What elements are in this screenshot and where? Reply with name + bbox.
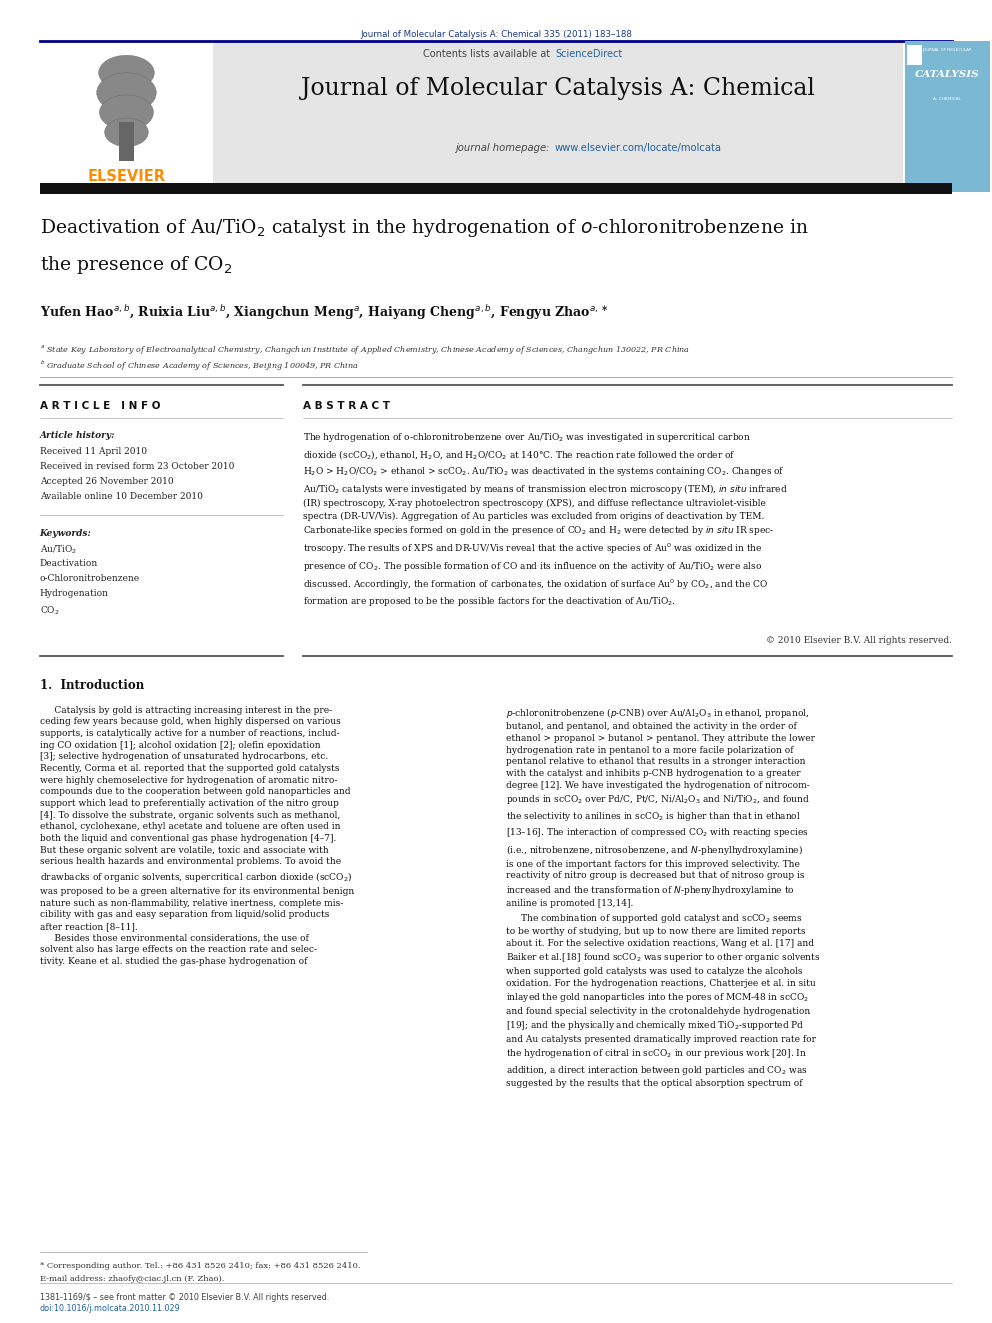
Text: E-mail address: zhaofy@ciac.jl.cn (F. Zhao).: E-mail address: zhaofy@ciac.jl.cn (F. Zh… — [40, 1275, 224, 1283]
Bar — [119, 122, 134, 161]
Text: journal homepage:: journal homepage: — [455, 143, 554, 153]
Text: Journal of Molecular Catalysis A: Chemical 335 (2011) 183–188: Journal of Molecular Catalysis A: Chemic… — [360, 29, 632, 38]
Text: Keywords:: Keywords: — [40, 529, 91, 537]
Text: CATALYSIS: CATALYSIS — [915, 70, 980, 79]
Bar — [905, 41, 990, 192]
Text: www.elsevier.com/locate/molcata: www.elsevier.com/locate/molcata — [556, 143, 722, 153]
Text: The hydrogenation of o-chloronitrobenzene over Au/TiO$_2$ was investigated in su: The hydrogenation of o-chloronitrobenzen… — [303, 431, 788, 609]
Text: Yufen Hao$^{a,b}$, Ruixia Liu$^{a,b}$, Xiangchun Meng$^{a}$, Haiyang Cheng$^{a,b: Yufen Hao$^{a,b}$, Ruixia Liu$^{a,b}$, X… — [40, 303, 609, 321]
Text: A R T I C L E   I N F O: A R T I C L E I N F O — [40, 401, 160, 411]
Ellipse shape — [99, 56, 155, 90]
Text: Deactivation: Deactivation — [40, 560, 98, 568]
Text: A: CHEMICAL: A: CHEMICAL — [933, 97, 961, 101]
Text: Au/TiO$_2$: Au/TiO$_2$ — [40, 544, 76, 556]
Text: CO$_2$: CO$_2$ — [40, 605, 60, 617]
Text: Received in revised form 23 October 2010: Received in revised form 23 October 2010 — [40, 462, 234, 471]
Bar — [213, 41, 903, 183]
Text: $p$-chloronitrobenzene ($p$-CNB) over Au/Al$_2$O$_3$ in ethanol, propanol,
butan: $p$-chloronitrobenzene ($p$-CNB) over Au… — [506, 706, 820, 1089]
Text: * Corresponding author. Tel.: +86 431 8526 2410; fax: +86 431 8526 2410.: * Corresponding author. Tel.: +86 431 85… — [40, 1262, 360, 1270]
Text: JOURNAL OF MOLECULAR: JOURNAL OF MOLECULAR — [923, 48, 972, 52]
Text: Deactivation of Au/TiO$_2$ catalyst in the hydrogenation of $\mathit{o}$-chloron: Deactivation of Au/TiO$_2$ catalyst in t… — [40, 217, 808, 239]
Ellipse shape — [96, 73, 157, 112]
Text: ELSEVIER: ELSEVIER — [87, 169, 166, 184]
Text: A B S T R A C T: A B S T R A C T — [303, 401, 390, 411]
Text: Contents lists available at: Contents lists available at — [423, 49, 554, 60]
Text: Received 11 April 2010: Received 11 April 2010 — [40, 447, 147, 455]
Text: doi:10.1016/j.molcata.2010.11.029: doi:10.1016/j.molcata.2010.11.029 — [40, 1304, 181, 1314]
Text: Accepted 26 November 2010: Accepted 26 November 2010 — [40, 478, 174, 486]
Text: Hydrogenation: Hydrogenation — [40, 590, 109, 598]
Text: $^{a}$ State Key Laboratory of Electroanalytical Chemistry, Changchun Institute : $^{a}$ State Key Laboratory of Electroan… — [40, 343, 689, 356]
Text: Journal of Molecular Catalysis A: Chemical: Journal of Molecular Catalysis A: Chemic… — [301, 77, 815, 99]
Bar — [907, 45, 922, 65]
Text: Catalysis by gold is attracting increasing interest in the pre-
ceding few years: Catalysis by gold is attracting increasi… — [40, 706, 354, 966]
Text: Article history:: Article history: — [40, 431, 115, 441]
Text: 1381-1169/$ – see front matter © 2010 Elsevier B.V. All rights reserved.: 1381-1169/$ – see front matter © 2010 El… — [40, 1293, 329, 1302]
Text: Available online 10 December 2010: Available online 10 December 2010 — [40, 492, 202, 501]
Text: ScienceDirect: ScienceDirect — [556, 49, 622, 60]
Ellipse shape — [105, 118, 149, 147]
Ellipse shape — [99, 95, 154, 130]
Bar — [40, 183, 952, 194]
Text: the presence of CO$_2$: the presence of CO$_2$ — [40, 254, 232, 277]
Text: $^{b}$ Graduate School of Chinese Academy of Sciences, Beijing 100049, PR China: $^{b}$ Graduate School of Chinese Academ… — [40, 359, 358, 373]
Text: o-Chloronitrobenzene: o-Chloronitrobenzene — [40, 574, 140, 583]
Text: © 2010 Elsevier B.V. All rights reserved.: © 2010 Elsevier B.V. All rights reserved… — [766, 636, 952, 644]
Text: 1.  Introduction: 1. Introduction — [40, 680, 144, 692]
